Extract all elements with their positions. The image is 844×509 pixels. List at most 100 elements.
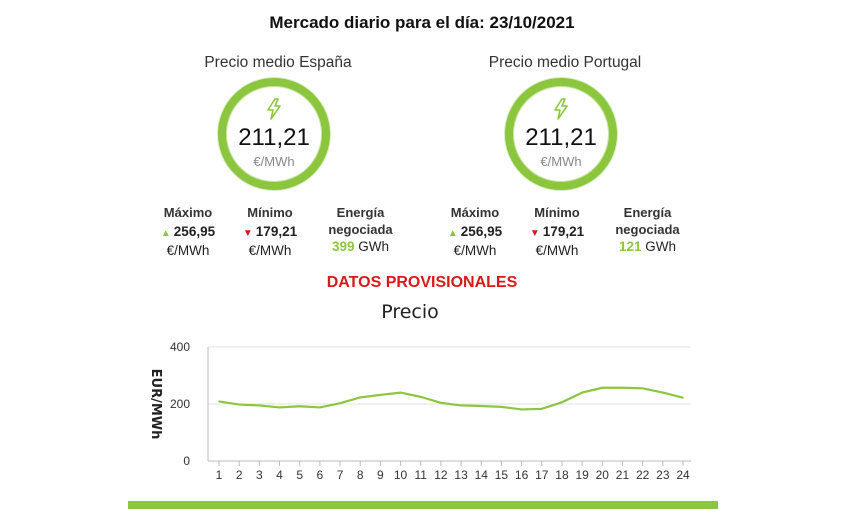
data-point [298,405,301,408]
data-point [581,391,583,394]
x-tick-label: 2 [236,468,243,482]
average-price: 211,21 [525,124,597,151]
lightning-bolt-icon [226,98,322,125]
x-tick-label: 5 [296,468,303,482]
min-unit: €/MWh [535,243,579,258]
stat-energy: Energía negociada 399 GWh [313,204,408,255]
market-stats: Máximo ▲ 256,95 €/MWh Mínimo ▼ 179,21 €/MW… [415,204,715,264]
data-point [419,396,422,398]
min-value: 179,21 [255,224,298,239]
y-tick-label: 400 [170,340,190,354]
energy-label-1: Energía [336,205,385,220]
energy-value: 121 [618,239,642,254]
series-line [218,386,684,411]
triangle-up-icon: ▲ [160,228,171,239]
data-point [258,404,261,407]
average-price-unit: €/MWh [253,154,295,169]
market-title: Precio medio Portugal [488,54,642,71]
triangle-up-icon: ▲ [447,228,458,239]
x-tick-label: 11 [415,468,428,482]
x-tick-label: 24 [676,468,690,482]
max-label: Máximo [163,205,213,220]
data-point [641,387,644,390]
bottom-bar [128,501,718,509]
stat-minimum: Mínimo ▼ 179,21 €/MWh [513,204,601,259]
x-tick-label: 6 [317,468,324,482]
data-point [238,403,240,406]
energy-value: 399 [331,239,355,254]
data-point [500,406,503,408]
x-tick-label: 9 [377,468,384,482]
min-label: Mínimo [534,205,580,220]
x-tick-label: 17 [535,468,549,482]
energy-label-1: Energía [623,205,672,220]
data-point [218,400,220,403]
data-point [561,401,563,404]
stat-maximum: Máximo ▲ 256,95 €/MWh [435,204,515,259]
data-point [621,386,624,389]
stat-energy: Energía negociada 121 GWh [600,204,695,255]
data-point [278,406,281,409]
market-title: Precio medio España [204,54,352,71]
x-tick-label: 7 [337,468,344,482]
max-unit: €/MWh [453,243,497,258]
min-unit: €/MWh [248,243,292,258]
x-tick-label: 21 [616,468,630,482]
y-axis-label: EUR/MWh [148,369,163,440]
data-point [540,408,543,410]
x-tick-label: 14 [475,468,489,482]
max-value: 256,95 [460,224,503,239]
energy-label-2: negociada [328,222,393,237]
data-point [682,396,684,399]
x-tick-label: 4 [276,468,283,482]
data-point [440,402,442,404]
data-point [601,386,604,389]
max-label: Máximo [450,205,500,220]
triangle-down-icon: ▼ [529,228,540,239]
triangle-down-icon: ▼ [242,228,253,239]
data-point [339,402,341,404]
stat-maximum: Máximo ▲ 256,95 €/MWh [148,204,228,259]
x-tick-label: 20 [596,468,610,482]
market-portugal: Precio medio Portugal 211,21 €/MWh Máxim… [415,54,715,258]
energy-unit: GWh [645,239,677,254]
x-tick-label: 22 [636,468,650,482]
min-label: Mínimo [247,205,293,220]
data-point [379,394,382,396]
data-point [460,404,462,407]
average-price: 211,21 [238,124,310,151]
max-value: 256,95 [173,224,216,239]
chart-title: Precio [381,301,439,323]
x-tick-label: 19 [575,468,589,482]
x-tick-label: 1 [216,468,223,482]
data-point [399,391,402,394]
x-tick-label: 18 [555,468,569,482]
market-spain: Precio medio España 211,21 €/MWh Máximo … [128,54,428,258]
min-value: 179,21 [542,224,585,239]
price-ring: 211,21 €/MWh [505,78,617,190]
x-tick-label: 3 [256,468,263,482]
max-unit: €/MWh [166,243,210,258]
x-tick-label: 16 [515,468,529,482]
y-tick-label: 200 [170,397,190,411]
x-tick-label: 12 [434,468,448,482]
x-tick-label: 13 [454,468,468,482]
market-stats: Máximo ▲ 256,95 €/MWh Mínimo ▼ 179,21 €/MW… [128,204,428,264]
data-point [520,408,523,411]
data-point [359,396,362,399]
y-tick-label: 0 [183,454,190,468]
x-tick-label: 10 [394,468,408,482]
energy-label-2: negociada [615,222,680,237]
price-chart: Precio 0 200 400 EUR/MWh 1 2 3 4 5 6 7 8 9 10 11 12 13 14… [128,298,718,509]
energy-unit: GWh [358,239,390,254]
x-tick-label: 15 [495,468,509,482]
lightning-bolt-icon [513,98,609,125]
provisional-notice: DATOS PROVISIONALES [326,274,518,291]
x-tick-label: 23 [656,468,670,482]
data-point [319,406,321,409]
page-title: Mercado diario para el día: 23/10/2021 [269,13,575,32]
x-tick-label: 8 [357,468,364,482]
data-point [662,391,664,394]
price-ring: 211,21 €/MWh [218,78,330,190]
